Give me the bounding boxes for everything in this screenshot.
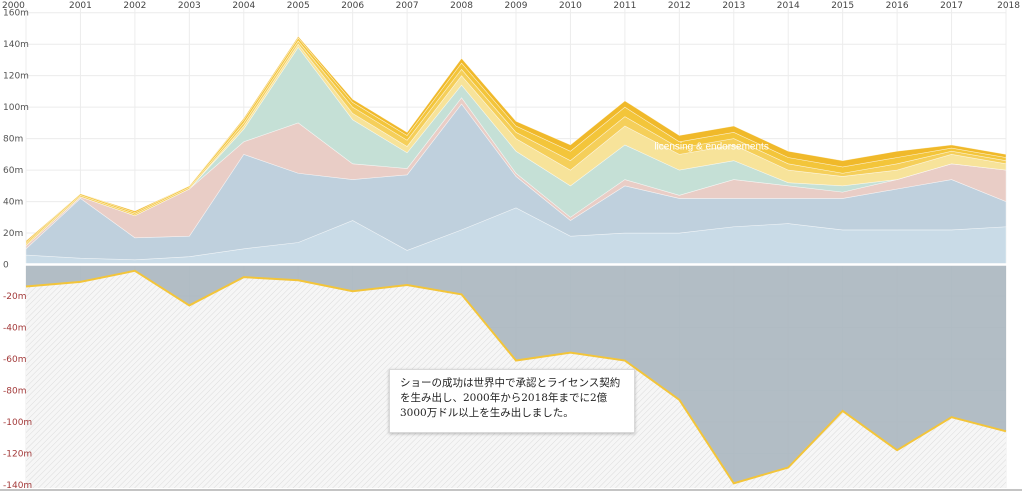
year-label: 2016 bbox=[886, 1, 909, 11]
year-label: 2001 bbox=[69, 1, 92, 11]
year-label: 2011 bbox=[613, 1, 636, 11]
y-axis-ticks: 160m 140m 120m 100m 80m 60m 40m 20m 0 -20m -40m -60… bbox=[3, 9, 32, 491]
year-label: 2017 bbox=[940, 1, 963, 11]
y-tick-label: -60m bbox=[3, 355, 26, 365]
negative-area bbox=[26, 264, 1006, 484]
y-tick-label: -120m bbox=[3, 449, 32, 459]
year-label: 2018 bbox=[997, 1, 1020, 11]
annotation-box: ショーの成功は世界中で承認とライセンス契約を生み出し、2000年から2018年ま… bbox=[389, 369, 635, 433]
x-axis-years: 2000 2001 2002 2003 2004 2005 2006 2007 2008 2009… bbox=[2, 1, 1020, 11]
year-label: 2000 bbox=[2, 1, 25, 11]
year-label: 2004 bbox=[232, 1, 255, 11]
y-tick-label: -100m bbox=[3, 418, 32, 428]
year-label: 2010 bbox=[559, 1, 582, 11]
year-label: 2005 bbox=[287, 1, 310, 11]
negative-edge-line bbox=[25, 269, 1007, 485]
year-label: 2012 bbox=[668, 1, 691, 11]
year-label: 2008 bbox=[450, 1, 473, 11]
y-tick-label: -80m bbox=[3, 386, 26, 396]
y-tick-label: 100m bbox=[3, 103, 29, 113]
y-tick-label: 80m bbox=[3, 135, 23, 145]
area-layer-7 bbox=[25, 35, 1007, 244]
year-label: 2013 bbox=[722, 1, 745, 11]
year-label: 2009 bbox=[505, 1, 528, 11]
year-label: 2006 bbox=[341, 1, 364, 11]
year-label: 2007 bbox=[396, 1, 419, 11]
annotation-text: ショーの成功は世界中で承認とライセンス契約を生み出し、2000年から2018年ま… bbox=[400, 377, 621, 419]
y-tick-label: -40m bbox=[3, 323, 26, 333]
year-label: 2002 bbox=[123, 1, 146, 11]
y-tick-label: -140m bbox=[3, 481, 32, 491]
y-tick-label: 60m bbox=[3, 166, 23, 176]
y-tick-label: 120m bbox=[3, 72, 29, 82]
y-tick-label: -20m bbox=[3, 292, 26, 302]
y-tick-label: 0 bbox=[3, 261, 9, 271]
y-tick-label: 20m bbox=[3, 229, 23, 239]
y-tick-label: 140m bbox=[3, 40, 29, 50]
y-tick-label: 40m bbox=[3, 198, 23, 208]
stream-label: licensing & endorsements bbox=[654, 142, 769, 153]
year-label: 2015 bbox=[831, 1, 854, 11]
year-label: 2014 bbox=[777, 1, 800, 11]
label-layer: licensing & endorsements bbox=[654, 142, 769, 153]
positive-area-layer bbox=[0, 35, 1022, 491]
year-label: 2003 bbox=[178, 1, 201, 11]
y-tick-label: 160m bbox=[3, 9, 29, 19]
